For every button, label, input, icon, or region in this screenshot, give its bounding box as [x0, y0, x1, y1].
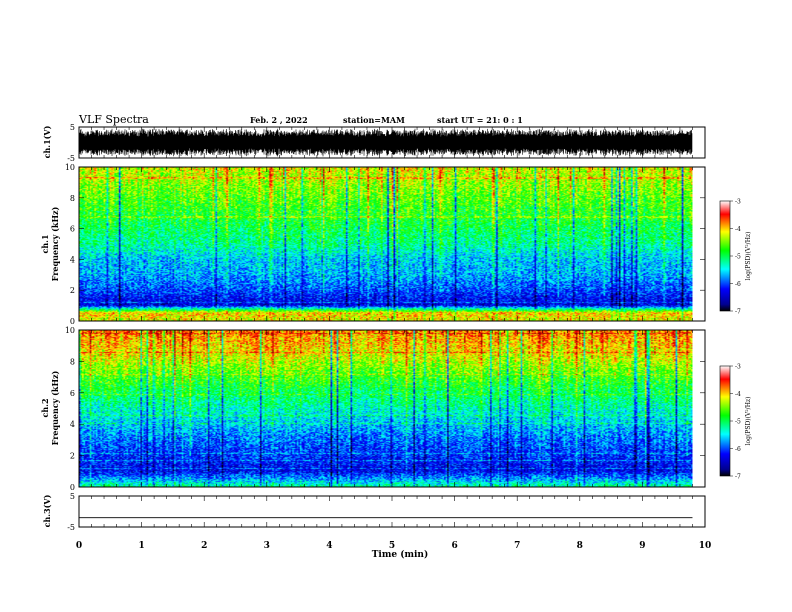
x-tick-label: 4 [326, 541, 332, 551]
ch1-waveform-tick-label: -5 [67, 154, 75, 163]
ch2-colorbar-tick-label: -3 [735, 364, 741, 371]
ch2-spectrogram-tick-label: 0 [70, 483, 75, 492]
ch3-waveform-yticks: 5 -5 [67, 492, 705, 532]
ch1-spectrogram-ylabel-line2: Frequency (kHz) [50, 206, 60, 281]
x-tick-label: 6 [451, 541, 457, 551]
start-time-label: start UT = 21: 0 : 1 [437, 115, 523, 125]
ch1-colorbar [719, 200, 731, 312]
ch2-spectrogram-tick-label: 4 [70, 420, 75, 429]
ch3-waveform-ylabel: ch.3(V) [42, 494, 52, 527]
station-label: station=MAM [343, 115, 405, 125]
x-tick-label: 7 [514, 541, 520, 551]
ch2-spectrogram-tick-label: 8 [70, 357, 75, 366]
ch1-waveform-line [78, 128, 693, 157]
x-tick-label: 10 [699, 541, 712, 551]
ch2-spectrogram-ylabel-line2: Frequency (kHz) [50, 370, 60, 445]
ch2-colorbar-tick-label: -7 [735, 474, 741, 481]
ch2-spectrogram-tick-label: 6 [70, 389, 75, 398]
ch3-waveform-tick-label: 5 [70, 492, 75, 501]
date-label: Feb. 2 , 2022 [250, 115, 308, 125]
ch1-colorbar-tick-label: -5 [735, 254, 741, 261]
ch1-spectrogram-tick-label: 6 [70, 225, 75, 234]
ch2-spectrogram-image [79, 330, 693, 487]
figure-title: VLF Spectra [79, 113, 149, 126]
ch1-spectrogram-yticks: 0 2 4 6 8 10 [65, 163, 705, 326]
ch1-spectrogram-tick-label: 4 [70, 255, 75, 264]
ch2-colorbar-label: log(PSD)(V²/Hz) [745, 397, 752, 446]
ch2-colorbar [719, 365, 731, 477]
ch3-waveform-panel: 5 -5 ch.3(V) [42, 492, 706, 532]
ch1-spectrogram-tick-label: 0 [70, 317, 75, 326]
ch2-spectrogram-ylabel-line1: ch.2 [40, 398, 50, 417]
ch2-colorbar-ticks: -3 -4 -5 -6 -7 [730, 364, 741, 481]
time-axis-tick-labels: 0 1 2 3 4 5 6 7 8 9 10 [76, 541, 711, 551]
ch1-colorbar-tick-label: -3 [735, 199, 741, 206]
ch1-waveform-panel: 5 -5 ch.1(V) [42, 123, 706, 163]
ch1-spectrogram-tick-label: 2 [70, 286, 75, 295]
ch2-spectrogram-yticks: 0 2 4 6 8 10 [65, 326, 705, 492]
x-tick-label: 8 [577, 541, 583, 551]
ch1-spectrogram-image [79, 167, 693, 321]
ch1-colorbar-tick-label: -7 [735, 309, 741, 316]
ch1-waveform-yticks: 5 -5 [67, 123, 705, 163]
x-tick-label: 9 [639, 541, 645, 551]
ch1-waveform-tick-label: 5 [70, 123, 75, 132]
ch2-spectrogram-tick-label: 2 [70, 452, 75, 461]
ch3-waveform-tick-label: -5 [67, 523, 75, 532]
ch1-waveform-ylabel: ch.1(V) [42, 125, 52, 158]
ch1-colorbar-label: log(PSD)(V²/Hz) [745, 232, 752, 281]
ch2-colorbar-tick-label: -4 [735, 391, 741, 398]
ch1-spectrogram-tick-label: 8 [70, 194, 75, 203]
ch1-spectrogram-ylabel-line1: ch.1 [40, 234, 50, 253]
x-tick-label: 5 [389, 541, 395, 551]
x-tick-label: 1 [138, 541, 144, 551]
ch1-colorbar-ticks: -3 -4 -5 -6 -7 [730, 199, 741, 316]
time-axis-ticks [78, 127, 706, 527]
ch1-colorbar-tick-label: -6 [735, 281, 741, 288]
x-tick-label: 0 [76, 541, 82, 551]
ch2-colorbar-tick-label: -5 [735, 419, 741, 426]
ch3-waveform-frame [78, 495, 706, 528]
ch2-spectrogram-tick-label: 10 [65, 326, 75, 335]
time-axis-label: Time (min) [372, 549, 429, 560]
x-tick-label: 3 [264, 541, 270, 551]
x-tick-label: 2 [201, 541, 207, 551]
ch2-colorbar-tick-label: -6 [735, 446, 741, 453]
ch1-spectrogram-tick-label: 10 [65, 163, 75, 172]
ch1-colorbar-tick-label: -4 [735, 226, 741, 233]
